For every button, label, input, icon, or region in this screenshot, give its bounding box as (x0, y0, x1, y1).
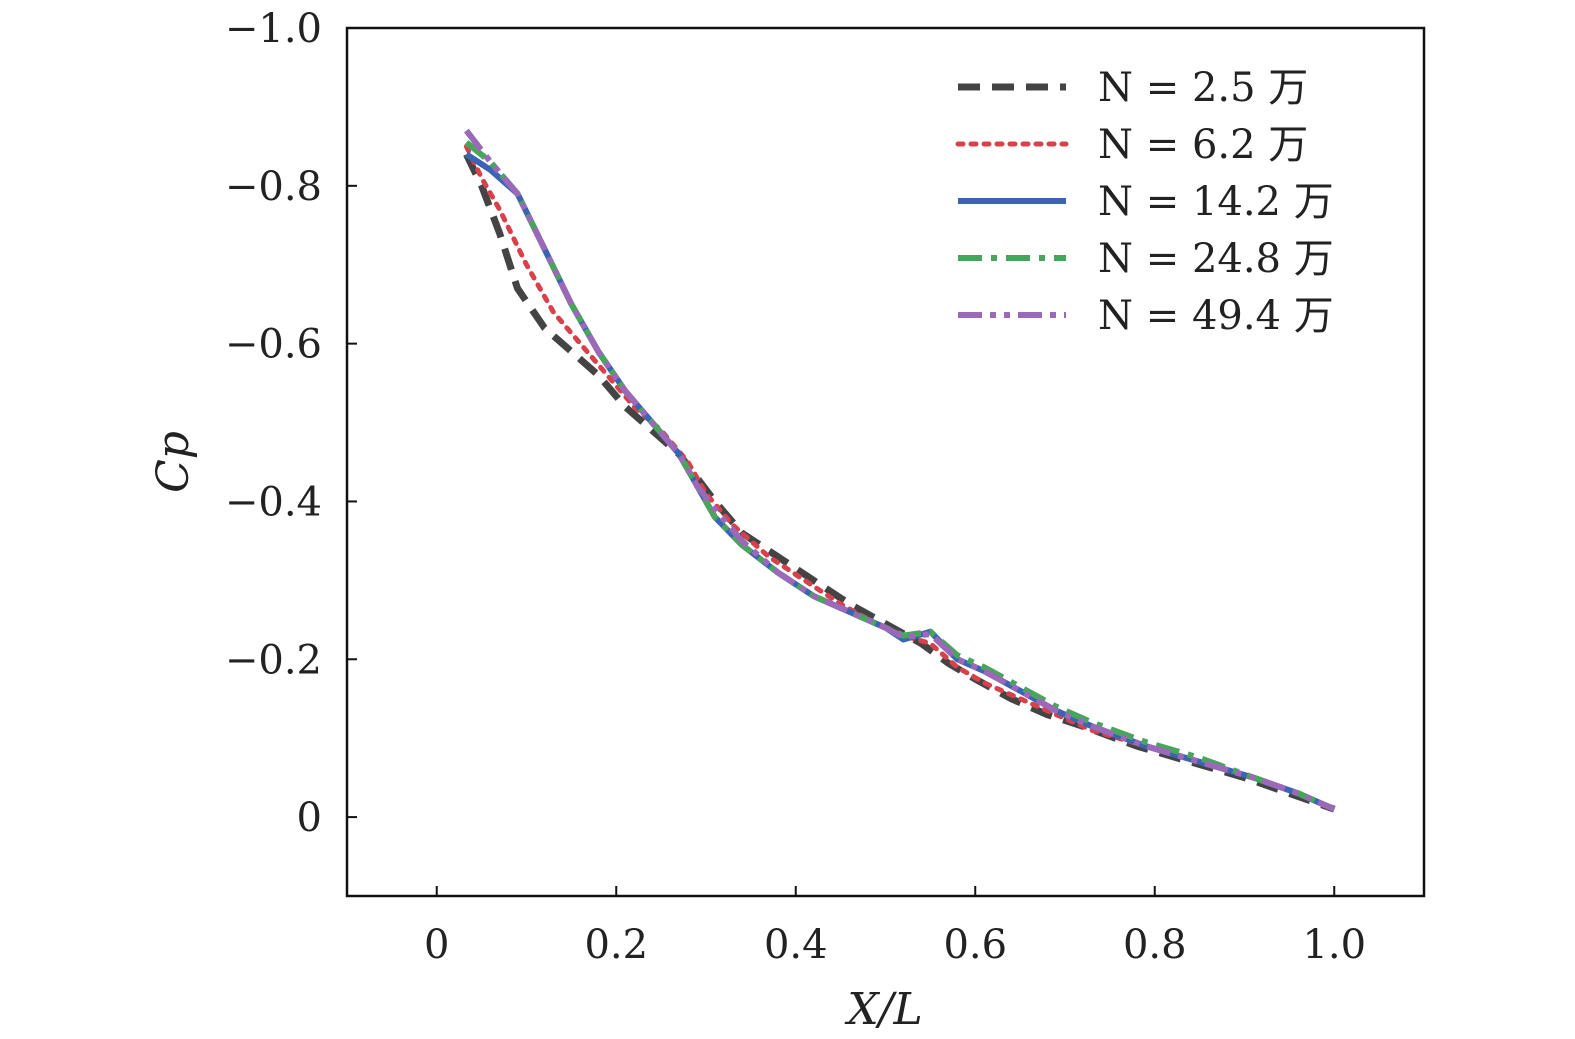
legend-label: N = 14.2 万 (1098, 179, 1334, 225)
y-tick-label: −1.0 (225, 6, 322, 52)
y-tick-label: −0.8 (225, 164, 322, 210)
legend: N = 2.5 万 N = 6.2 万 N = 14.2 万 N = 24.8 万 N … (955, 65, 1334, 339)
x-axis-label: X/L (844, 984, 922, 1035)
axis-ticks (347, 27, 1336, 896)
x-tick-label: 0.8 (1123, 922, 1187, 968)
x-tick-label: 0 (424, 922, 449, 968)
y-tick-label: −0.2 (225, 637, 322, 683)
legend-label: N = 6.2 万 (1098, 122, 1308, 168)
plot-frame (345, 26, 1426, 898)
x-tick-label: 0.2 (584, 922, 648, 968)
series-line (464, 128, 1336, 812)
x-tick-label: 1.0 (1302, 922, 1366, 968)
legend-label: N = 2.5 万 (1098, 65, 1308, 111)
y-tick-label: −0.4 (225, 479, 322, 525)
y-tick-label: 0 (297, 795, 322, 841)
y-tick-label: −0.6 (225, 322, 322, 368)
legend-label: N = 49.4 万 (1098, 293, 1334, 339)
y-axis-label: Cp (148, 431, 199, 493)
legend-label: N = 24.8 万 (1098, 236, 1334, 282)
x-tick-label: 0.6 (943, 922, 1007, 968)
y-tick-labels: −1.0 −0.8 −0.6 −0.4 −0.2 0 (225, 6, 322, 841)
series-lines (463, 128, 1337, 813)
x-tick-labels: 0 0.2 0.4 0.6 0.8 1.0 (424, 922, 1366, 968)
x-tick-label: 0.4 (764, 922, 828, 968)
